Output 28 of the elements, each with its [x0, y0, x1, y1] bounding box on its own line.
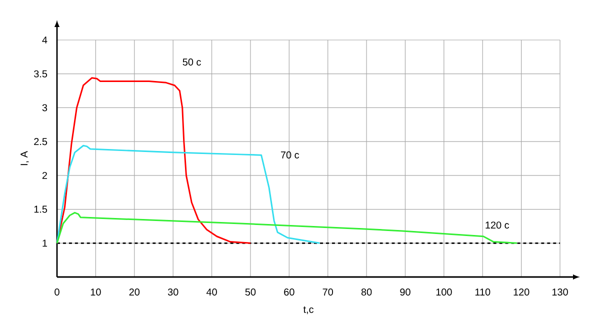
y-tick-label: 4 — [42, 36, 48, 44]
line-series — [56, 144, 320, 244]
x-axis-title: t,c — [303, 306, 314, 314]
line-series — [56, 212, 518, 244]
x-tick-label: 80 — [361, 288, 372, 296]
x-tick-label: 70 — [322, 288, 334, 296]
x-tick-label: 0 — [54, 288, 60, 296]
x-tick-label: 110 — [475, 288, 490, 296]
y-tick-label: 3.5 — [34, 70, 48, 78]
x-tick-label: 130 — [552, 288, 568, 296]
y-tick-label: 2 — [42, 172, 47, 179]
x-tick-label: 40 — [206, 288, 217, 296]
y-tick-label: 3 — [42, 104, 48, 112]
annotation: 50 c — [182, 58, 201, 66]
annotation: 120 c — [486, 222, 510, 229]
y-tick-label: 2.5 — [34, 138, 48, 146]
x-tick-label: 10 — [90, 288, 101, 296]
y-axis-title: I, A — [20, 151, 29, 166]
x-tick-label: 100 — [436, 288, 452, 296]
x-tick-label: 120 — [514, 288, 530, 296]
x-tick-label: 50 — [245, 288, 256, 296]
y-tick-label: 1 — [42, 240, 47, 247]
y-tick-label: 1.5 — [34, 206, 48, 213]
x-tick-label: 30 — [168, 288, 178, 296]
x-tick-label: 20 — [129, 288, 140, 296]
annotation: 70 c — [280, 151, 300, 158]
x-tick-label: 60 — [284, 288, 294, 296]
x-tick-label: 90 — [400, 288, 410, 296]
